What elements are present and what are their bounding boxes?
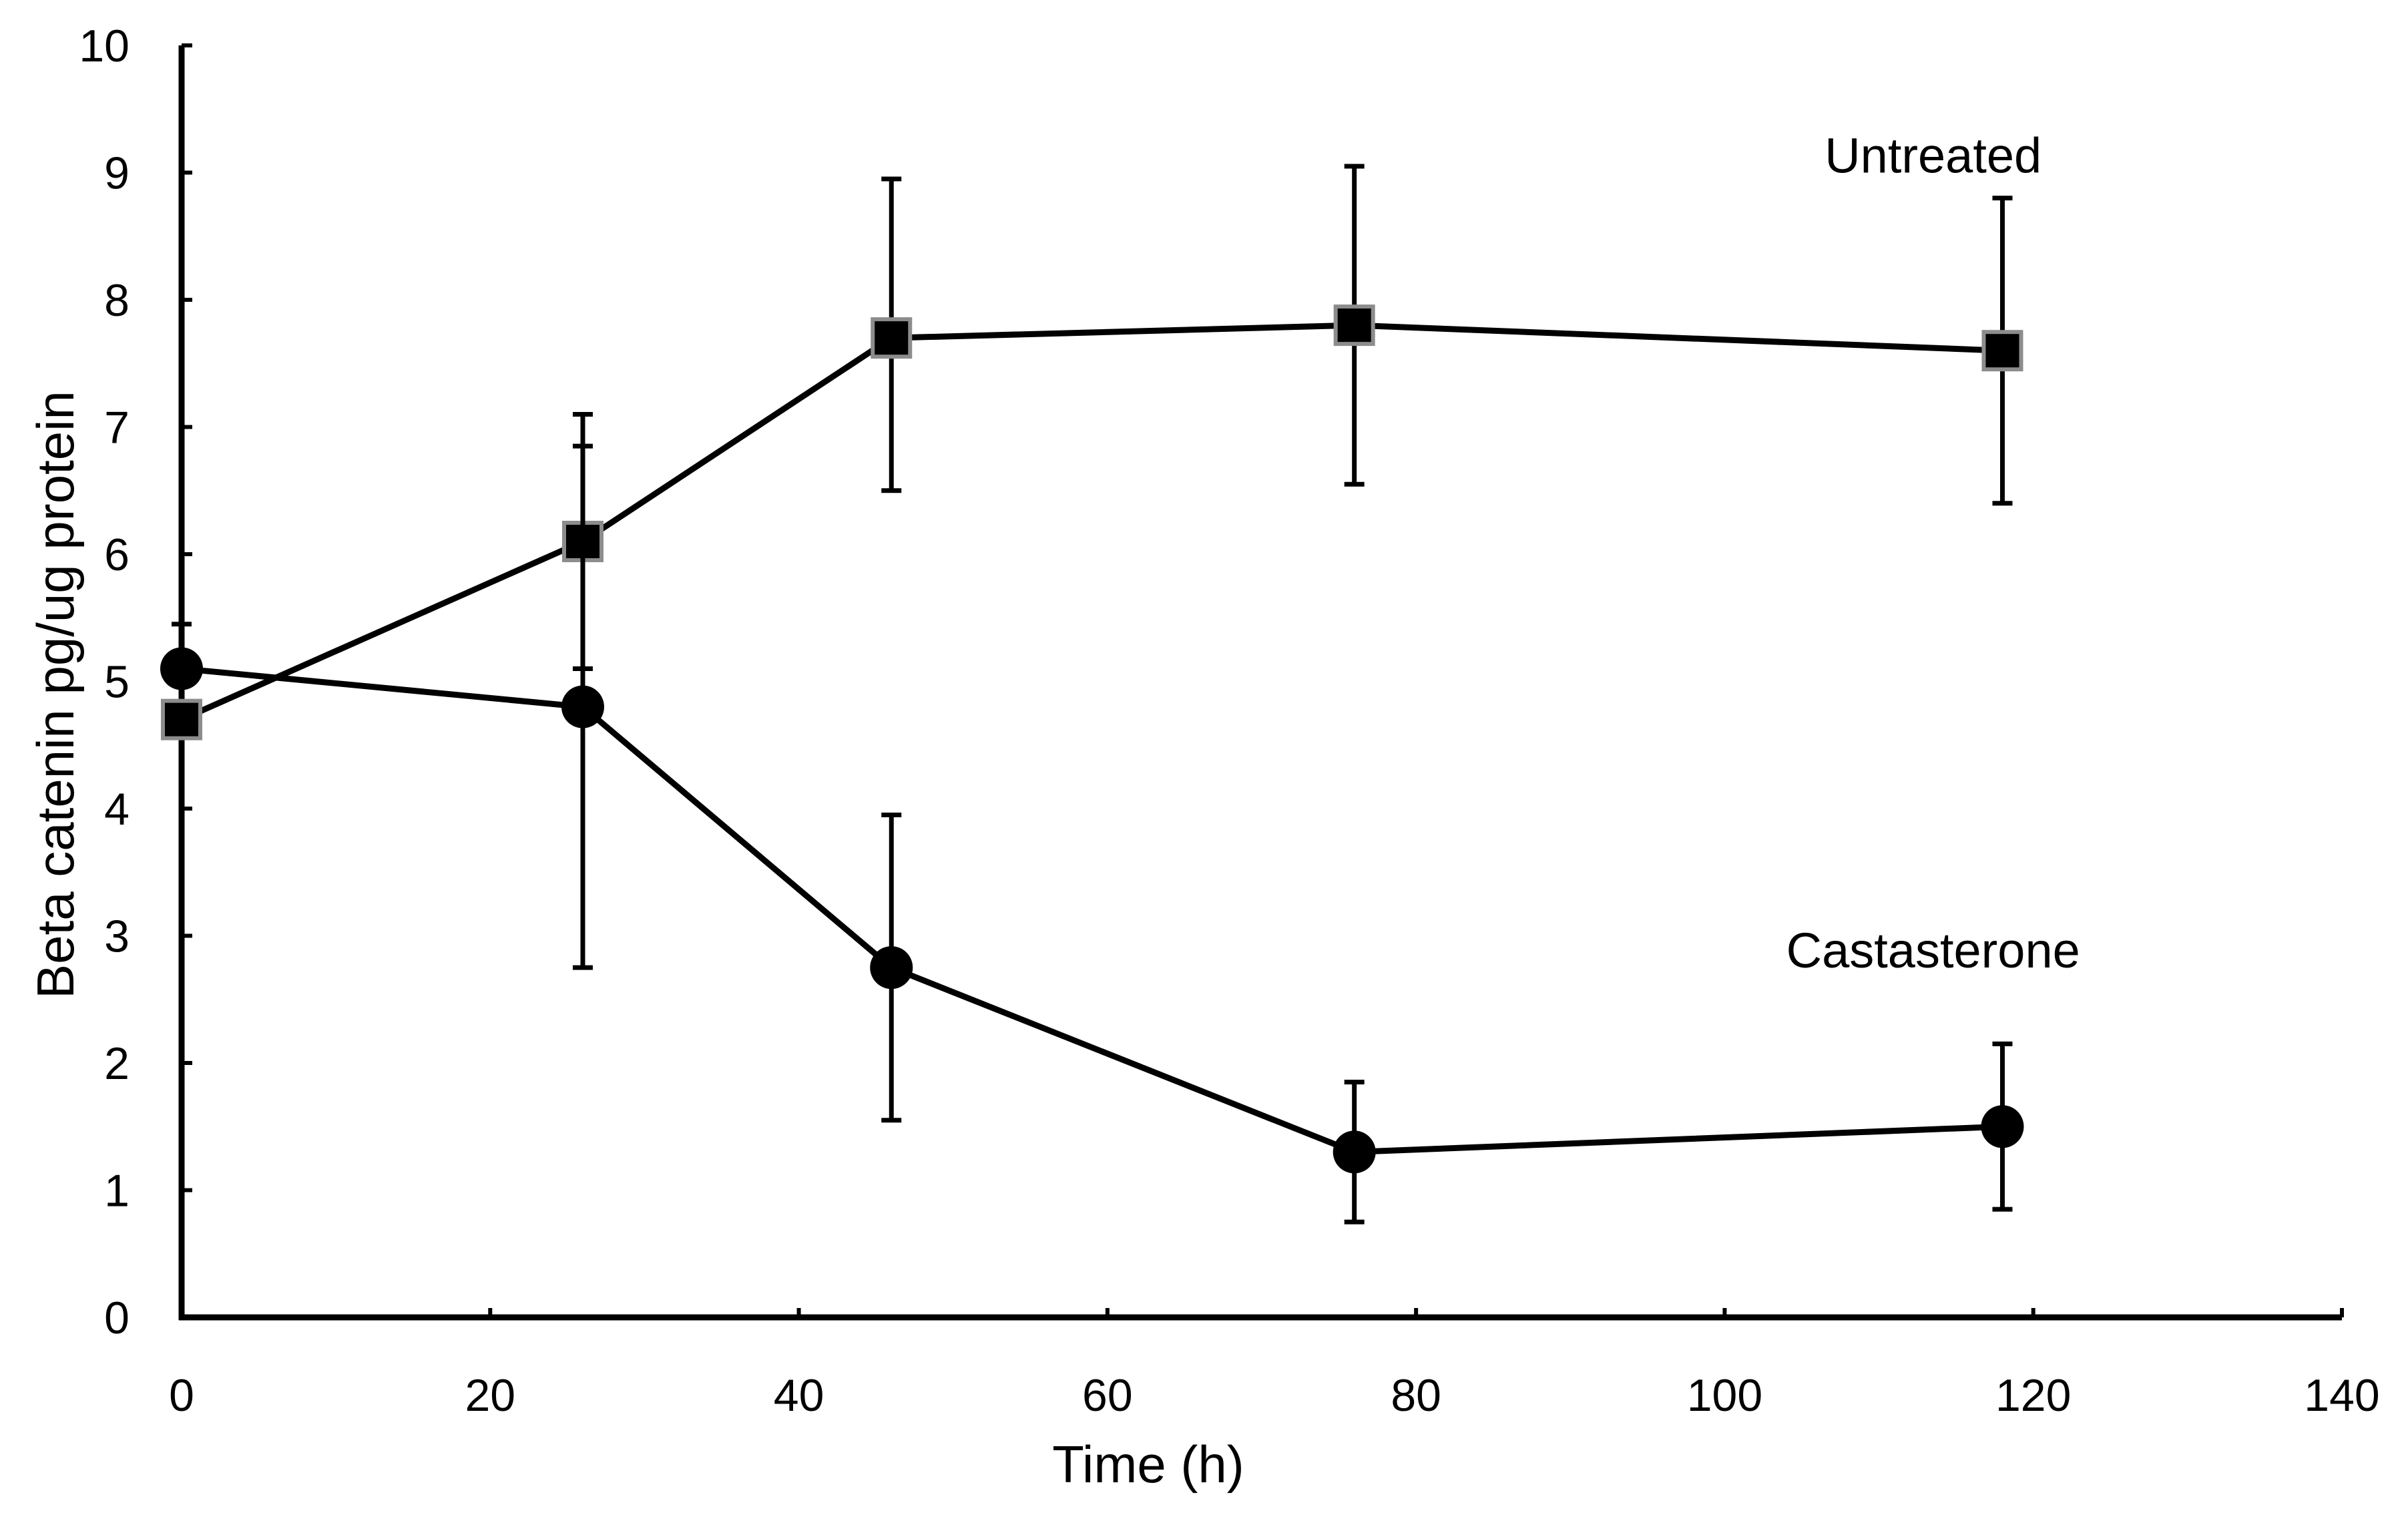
data-point-circle bbox=[160, 647, 203, 690]
x-axis-ticks: 0 20 40 60 80 100 120 140 bbox=[169, 1308, 2380, 1421]
data-point-square bbox=[161, 698, 202, 740]
y-tick-label: 0 bbox=[104, 1293, 130, 1343]
x-axis-title: Time (h) bbox=[1052, 1435, 1244, 1494]
x-tick-label: 80 bbox=[1391, 1370, 1441, 1421]
data-point-circle bbox=[870, 946, 913, 990]
series-castasterone: Castasterone bbox=[160, 443, 2080, 1225]
x-tick-label: 40 bbox=[774, 1370, 824, 1421]
x-tick-label: 60 bbox=[1082, 1370, 1133, 1421]
y-tick-label: 8 bbox=[104, 275, 130, 326]
x-tick-label: 0 bbox=[169, 1370, 194, 1421]
axes: 0 1 2 3 4 5 6 7 8 9 10 0 20 40 60 80 100 120 140 bbox=[79, 21, 2379, 1421]
data-point-circle bbox=[1981, 1105, 2024, 1148]
x-tick-label: 20 bbox=[465, 1370, 515, 1421]
y-tick-label: 3 bbox=[104, 911, 130, 962]
series-label-untreated: Untreated bbox=[1825, 128, 2041, 184]
data-point-circle bbox=[561, 685, 604, 728]
series-layer: Untreated Castasterone bbox=[160, 128, 2080, 1225]
y-tick-label: 4 bbox=[104, 784, 130, 835]
series-line bbox=[181, 665, 2003, 1155]
y-tick-label: 6 bbox=[104, 529, 130, 580]
data-point-square bbox=[1981, 330, 2023, 372]
data-point-circle bbox=[1333, 1130, 1376, 1174]
x-tick-label: 100 bbox=[1687, 1370, 1762, 1421]
series-label-castasterone: Castasterone bbox=[1786, 923, 2080, 978]
x-tick-label: 120 bbox=[1995, 1370, 2071, 1421]
series-line bbox=[180, 322, 2003, 722]
y-tick-label: 10 bbox=[79, 21, 130, 71]
data-point-square bbox=[1333, 304, 1375, 347]
x-tick-label: 140 bbox=[2304, 1370, 2379, 1421]
y-tick-label: 9 bbox=[104, 148, 130, 199]
y-tick-label: 1 bbox=[104, 1166, 130, 1217]
y-tick-label: 2 bbox=[104, 1038, 130, 1089]
y-axis-title: Beta catenin pg/ug protein bbox=[26, 391, 85, 999]
series-untreated: Untreated bbox=[161, 128, 2041, 740]
y-tick-label: 5 bbox=[104, 657, 130, 708]
y-tick-label: 7 bbox=[104, 403, 130, 453]
data-point-square bbox=[871, 317, 913, 359]
